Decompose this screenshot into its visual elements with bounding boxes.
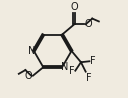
Text: N: N <box>28 46 35 56</box>
Text: O: O <box>24 71 32 81</box>
Text: F: F <box>86 73 92 83</box>
Text: O: O <box>71 2 78 12</box>
Text: F: F <box>90 56 96 66</box>
Text: F: F <box>69 66 74 76</box>
Text: N: N <box>61 62 68 72</box>
Text: O: O <box>84 19 92 29</box>
